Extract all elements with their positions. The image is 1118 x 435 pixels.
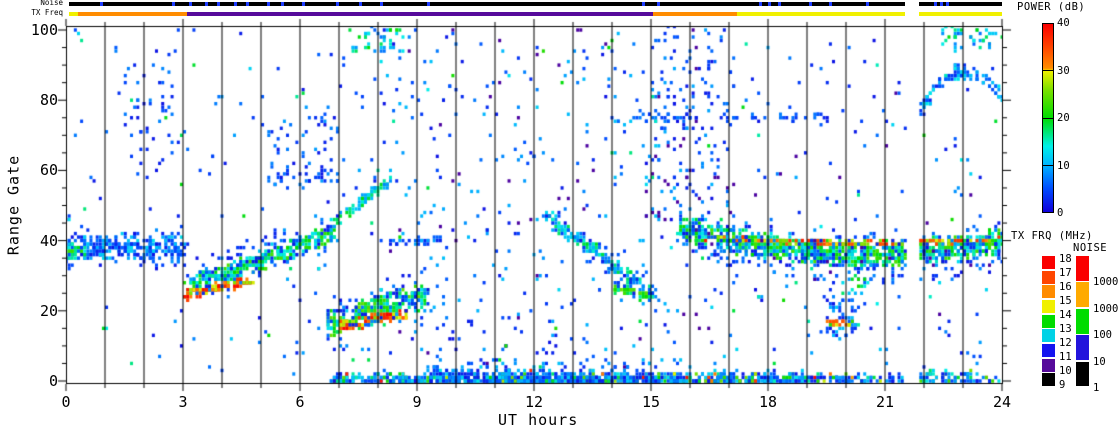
txfrq-colorbar-title: TX FRQ (MHz): [1011, 230, 1093, 242]
noise-colorbar-title: NOISE: [1073, 242, 1108, 254]
x-axis-title: UT hours: [498, 411, 579, 429]
power-colorbar-title: POWER (dB): [1017, 1, 1086, 13]
y-axis-title: Range Gate: [4, 154, 23, 256]
